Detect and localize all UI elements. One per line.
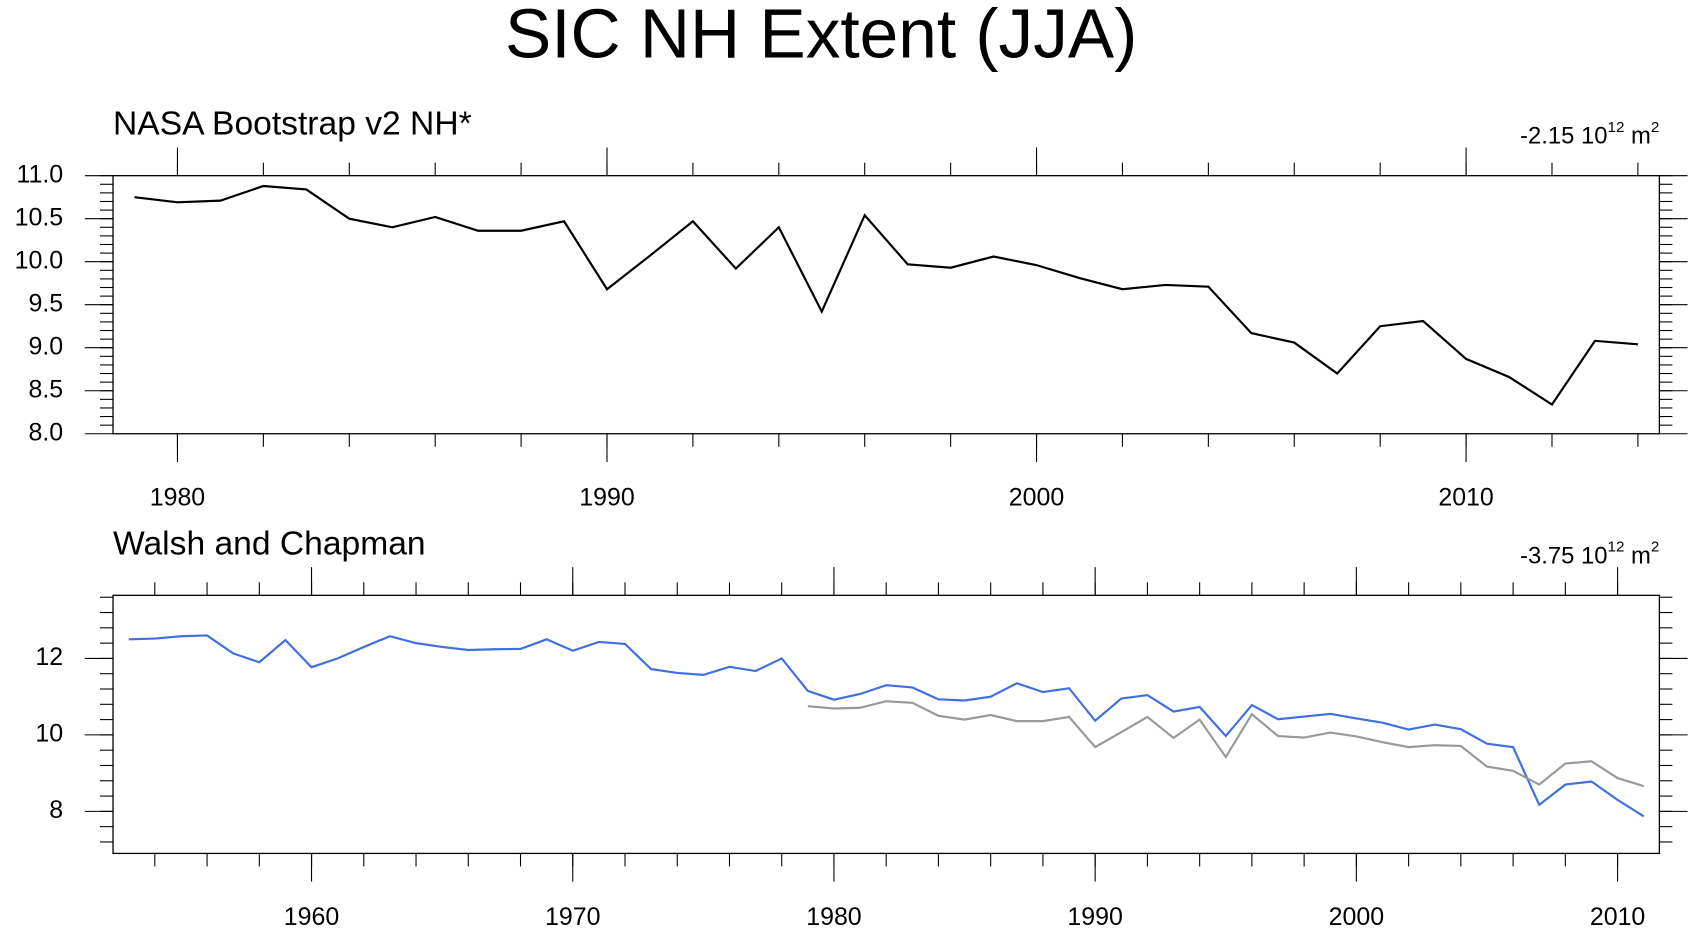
x-tick-label: 1960 (284, 903, 339, 931)
annotation: -3.75 1012 m2 (1520, 539, 1659, 570)
line-series (134, 184, 1638, 406)
annotation-part: m (1624, 123, 1651, 150)
line-series (128, 634, 1645, 818)
y-tick-label: 9.5 (28, 289, 63, 317)
plot-frame (112, 594, 1661, 855)
x-tick-label: 1990 (579, 483, 634, 511)
annotation-part: 2 (1651, 539, 1659, 556)
annotation-part: m (1624, 543, 1651, 570)
x-tick-label: 1970 (545, 903, 600, 931)
x-tick-label: 2000 (1329, 903, 1384, 931)
x-tick-label: 1980 (150, 483, 205, 511)
annotation-part: -2.15 10 (1520, 123, 1608, 150)
y-tick-label: 8.0 (28, 418, 63, 446)
y-tick-label: 9.0 (28, 332, 63, 360)
annotation-part: -3.75 10 (1520, 543, 1608, 570)
y-tick-label: 8.5 (28, 375, 63, 403)
x-tick-label: 2010 (1590, 903, 1645, 931)
x-tick-label: 1980 (806, 903, 861, 931)
annotation-part: 12 (1608, 119, 1625, 136)
line-series (807, 700, 1645, 788)
x-tick-label: 2010 (1438, 483, 1493, 511)
y-tick-label: 10 (35, 719, 63, 747)
annotation-part: 2 (1651, 119, 1659, 136)
subtitle: NASA Bootstrap v2 NH* (113, 106, 472, 143)
y-tick-label: 10.5 (15, 203, 64, 231)
annotation-part: 12 (1608, 539, 1625, 556)
subtitle: Walsh and Chapman (113, 525, 426, 562)
annotation: -2.15 1012 m2 (1520, 119, 1659, 150)
y-tick-label: 11.0 (16, 160, 63, 188)
y-tick-label: 12 (35, 643, 63, 671)
chart-title: SIC NH Extent (JJA) (505, 0, 1137, 72)
x-tick-label: 2000 (1009, 483, 1064, 511)
x-tick-label: 1990 (1067, 903, 1122, 931)
y-tick-label: 8 (49, 796, 63, 824)
plot-frame (112, 175, 1661, 435)
y-tick-label: 10.0 (15, 246, 64, 274)
